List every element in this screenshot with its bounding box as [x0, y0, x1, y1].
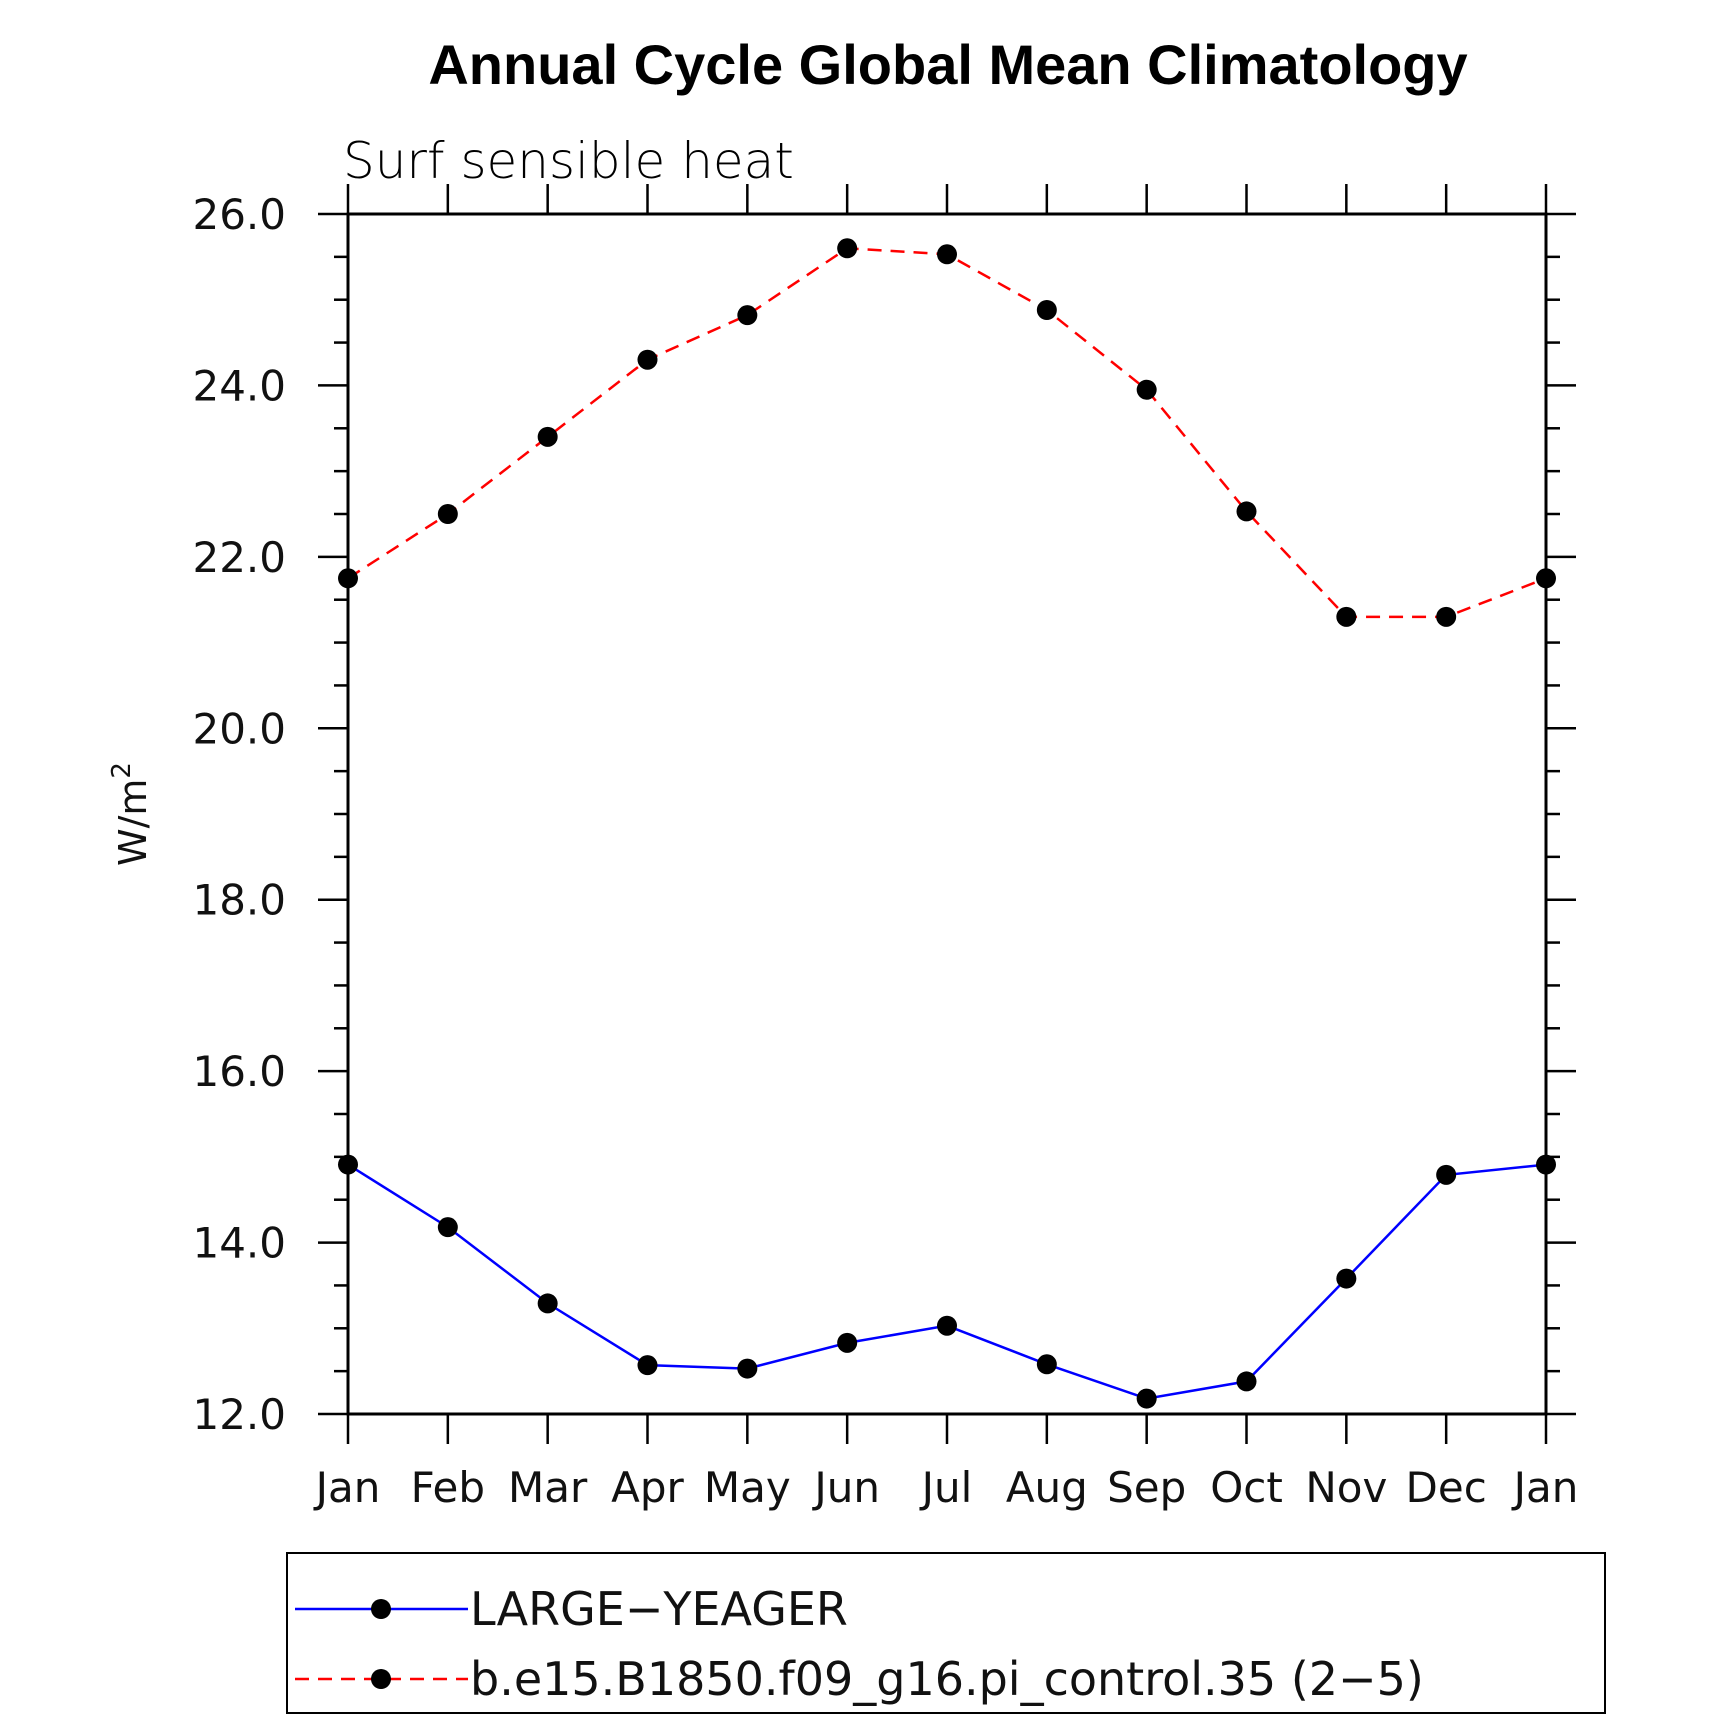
x-tick-label: May [704, 1463, 791, 1512]
series-2-point [1536, 568, 1556, 589]
y-tick-label: 12.0 [192, 1390, 286, 1439]
series-2-point [737, 305, 758, 326]
legend-marker-2 [371, 1669, 391, 1689]
series-1-point [338, 1154, 358, 1175]
series-2-point [1336, 606, 1357, 627]
x-tick-label: Jan [313, 1463, 381, 1512]
series-1-point [1136, 1388, 1157, 1409]
x-tick-label: Oct [1210, 1463, 1283, 1512]
series-1-point [537, 1293, 558, 1314]
x-tick-label: Sep [1107, 1463, 1186, 1512]
series-1-point [737, 1358, 758, 1379]
x-tick-label: Jun [811, 1463, 880, 1512]
legend: LARGE−YEAGER b.e15.B1850.f09_g16.pi_contr… [295, 1582, 1424, 1706]
legend-box [286, 1552, 1606, 1714]
y-tick-label: 20.0 [192, 704, 286, 753]
series-2-point [837, 238, 858, 259]
series-1-point [837, 1332, 858, 1353]
legend-marker-1 [371, 1599, 391, 1619]
series-2-point [1136, 379, 1157, 400]
x-tick-label: Mar [508, 1463, 588, 1512]
y-tick-label: 14.0 [192, 1219, 286, 1268]
y-tick-labels: 12.0 14.0 16.0 18.0 20.0 22.0 24.0 26.0 [192, 190, 286, 1439]
x-tick-label: Jan [1511, 1463, 1579, 1512]
y-tick-label: 18.0 [192, 876, 286, 925]
series-2-point [937, 244, 957, 265]
y-axis-label-text: W/m [111, 779, 155, 866]
series-1-point [1436, 1164, 1457, 1185]
series-2-point [1436, 606, 1457, 627]
legend-label-2: b.e15.B1850.f09_g16.pi_control.35 (2−5) [470, 1652, 1424, 1706]
series-2-point [437, 504, 458, 524]
series-1-point [1036, 1354, 1057, 1375]
chart-subtitle: Surf sensible heat [343, 132, 794, 190]
y-axis-label: W/m2 [107, 762, 155, 866]
series-1-point [937, 1315, 957, 1336]
series-2-point [338, 568, 358, 589]
series-2-point [537, 426, 558, 447]
x-tick-label: Jul [919, 1463, 973, 1512]
series-line-1 [347, 1163, 1547, 1400]
series-1-point [437, 1217, 458, 1238]
axis-ticks [318, 184, 1576, 1444]
plot-frame [346, 212, 1548, 1416]
x-tick-label: Apr [611, 1463, 684, 1512]
series-1-point [1236, 1371, 1257, 1392]
series-2-point [637, 349, 658, 370]
y-tick-label: 16.0 [192, 1047, 286, 1096]
y-tick-label: 26.0 [192, 190, 286, 239]
series-2-point [1236, 501, 1257, 522]
series-line-2 [347, 247, 1547, 619]
y-axis-label-superscript: 2 [107, 762, 137, 779]
x-tick-label: Feb [411, 1463, 485, 1512]
y-tick-label: 24.0 [192, 361, 286, 410]
series-1-point [1336, 1268, 1357, 1289]
x-tick-labels: Jan Feb Mar Apr May Jun Jul Aug Sep Oct Nov Dec Jan [313, 1463, 1579, 1512]
series-1-point [1536, 1154, 1556, 1175]
svg-text:W/m2: W/m2 [107, 762, 155, 866]
x-tick-label: Dec [1406, 1463, 1487, 1512]
series-layer [338, 238, 1556, 1409]
legend-label-1: LARGE−YEAGER [470, 1582, 848, 1636]
x-tick-label: Nov [1305, 1463, 1387, 1512]
chart-title: Annual Cycle Global Mean Climatology [428, 33, 1467, 96]
x-tick-label: Aug [1006, 1463, 1088, 1512]
series-2-point [1036, 300, 1057, 320]
series-1-point [637, 1355, 658, 1376]
y-tick-label: 22.0 [192, 533, 286, 582]
